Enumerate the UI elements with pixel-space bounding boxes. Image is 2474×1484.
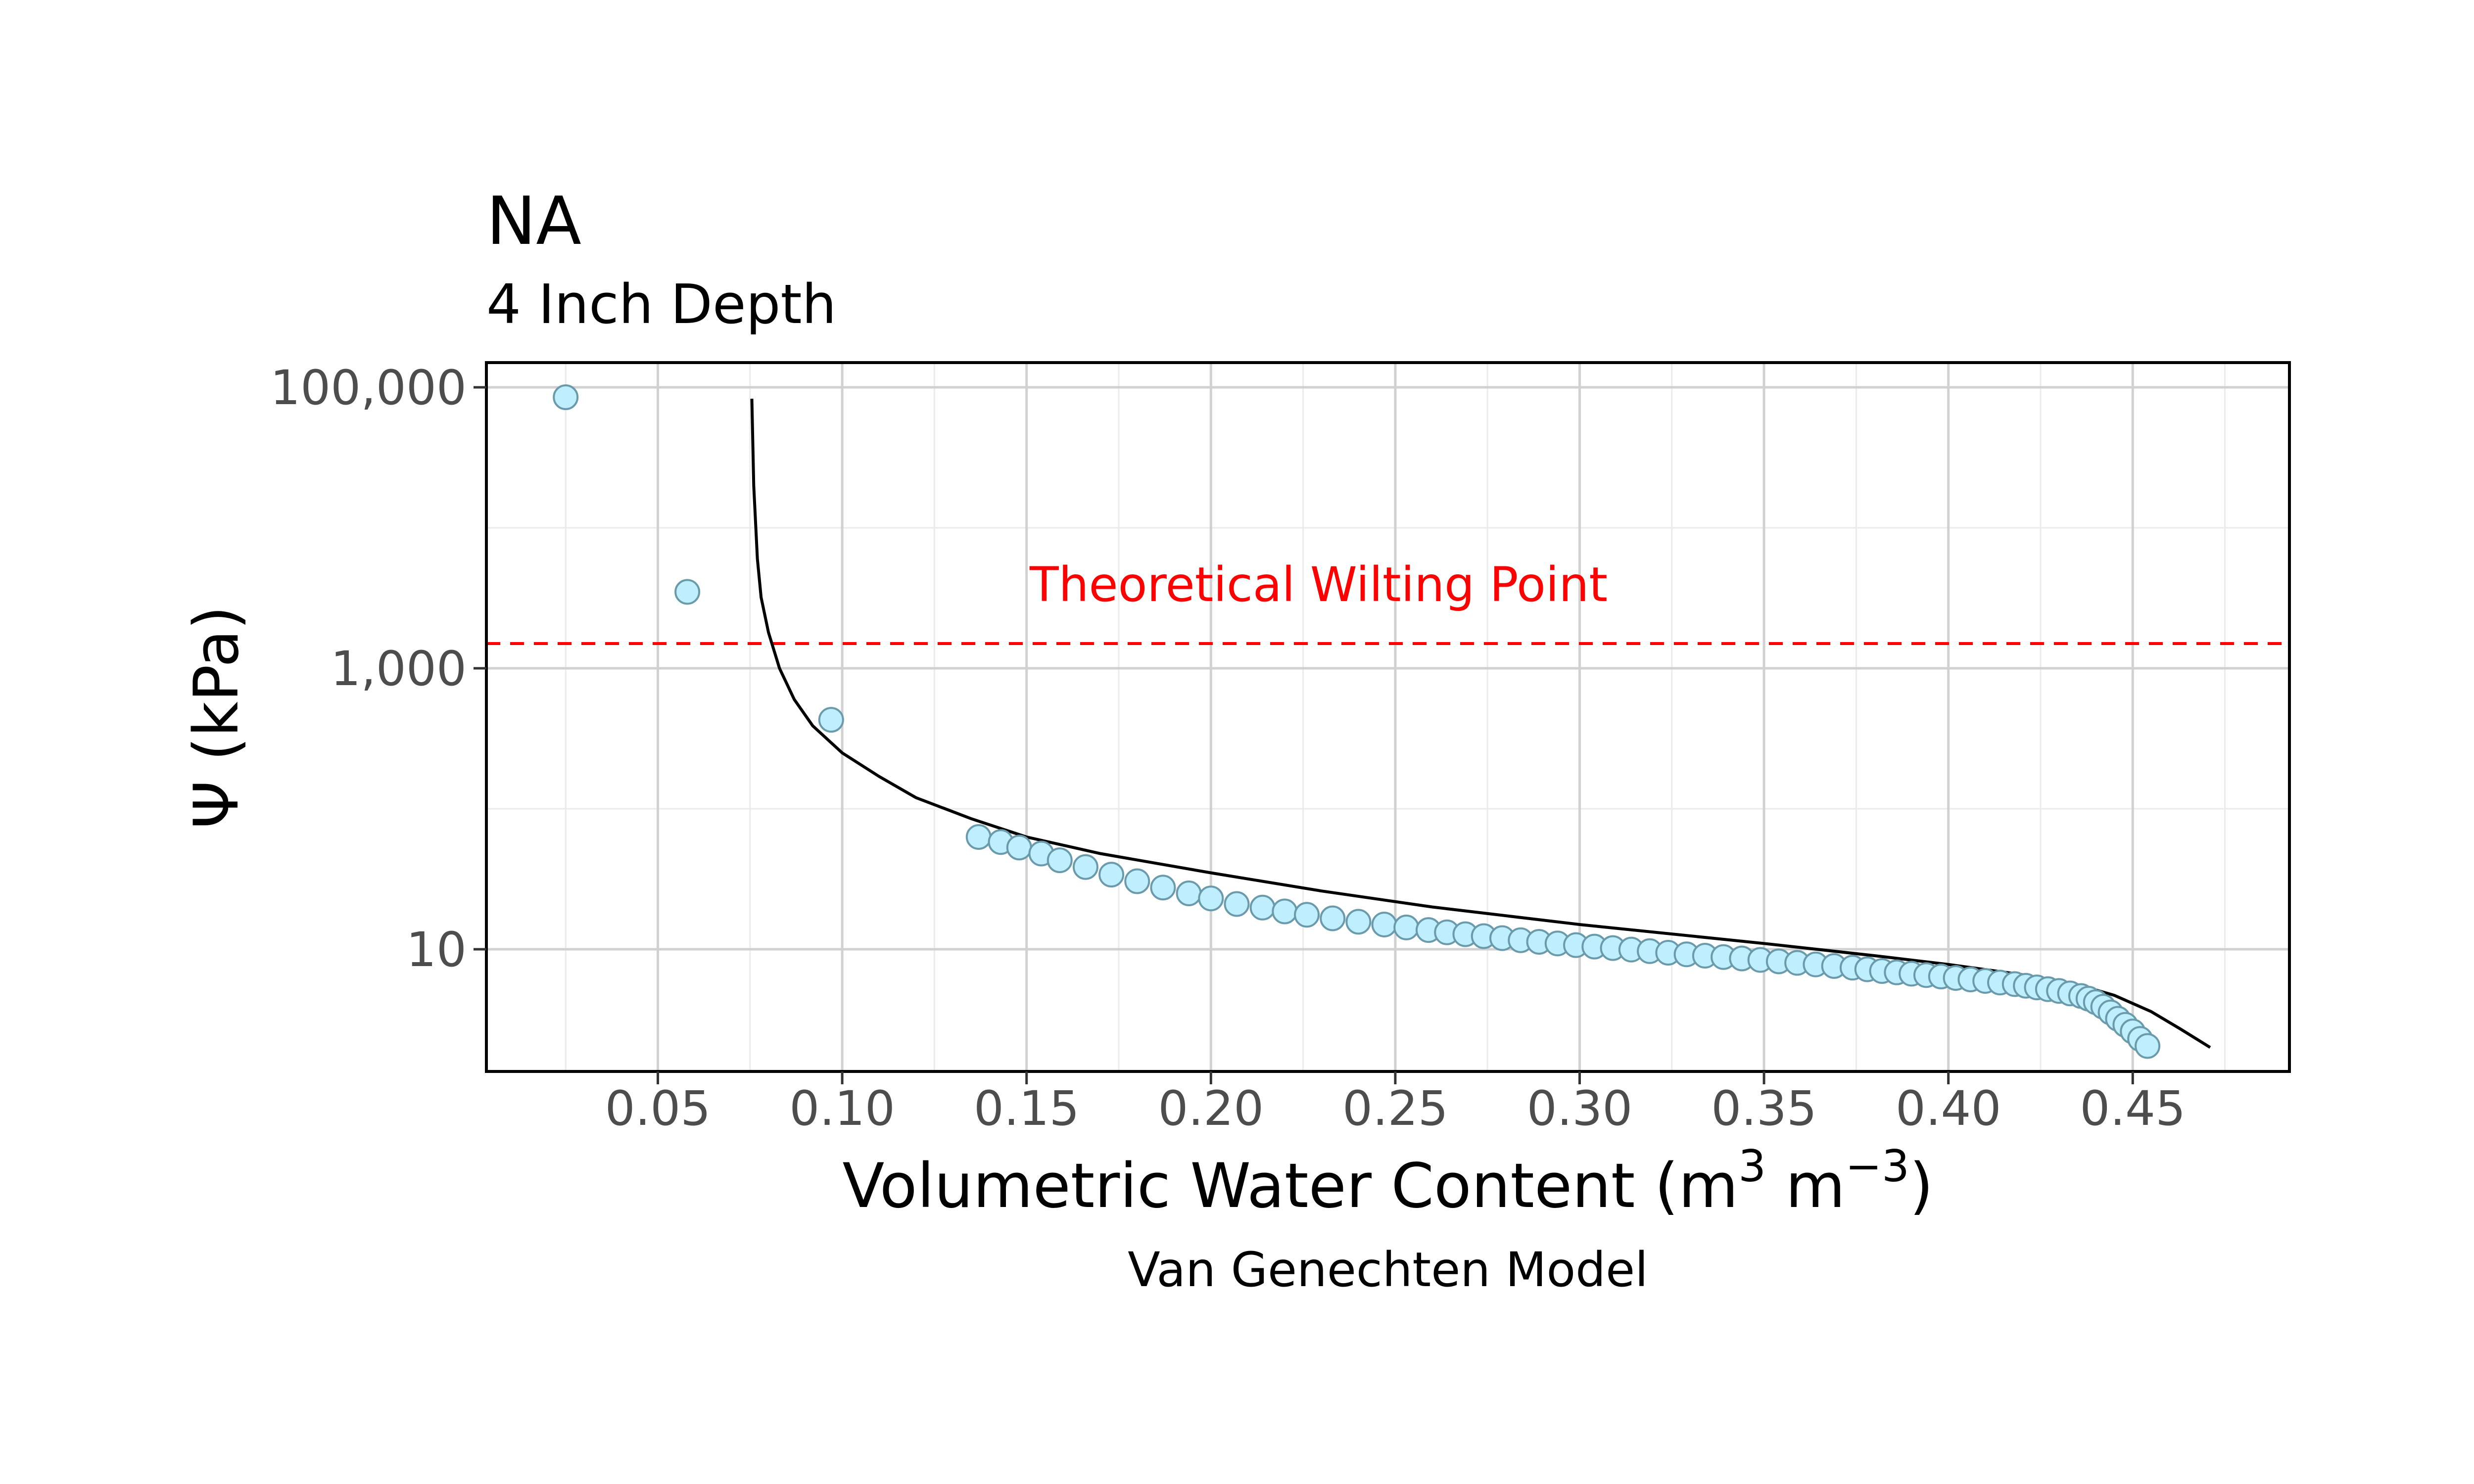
data-point	[1047, 847, 1073, 874]
y-tick-label: 10	[406, 922, 467, 977]
wilting-point-label: Theoretical Wilting Point	[1029, 557, 1608, 612]
data-point	[1224, 891, 1250, 917]
chart-subtitle: 4 Inch Depth	[486, 273, 836, 336]
chart-title: NA	[486, 183, 581, 260]
y-tick-label: 100,000	[270, 360, 467, 416]
x-axis-title: Volumetric Water Content (m3 m−3)	[843, 1141, 1934, 1222]
data-point	[1371, 912, 1397, 938]
data-point	[1345, 909, 1372, 935]
data-point	[1198, 885, 1224, 912]
data-point	[1098, 862, 1125, 888]
x-axis-title-exp-b: −3	[1845, 1141, 1909, 1192]
data-point	[1176, 880, 1202, 906]
y-axis-ticks: 10 1,000 100,000	[270, 360, 486, 977]
x-axis-title-mid: m	[1766, 1151, 1845, 1222]
x-axis-title-main: Volumetric Water Content (m	[843, 1151, 1739, 1222]
data-point	[1072, 854, 1098, 880]
x-tick-label: 0.40	[1896, 1081, 2001, 1136]
x-tick-label: 0.05	[605, 1081, 711, 1136]
data-point	[2135, 1033, 2161, 1059]
data-point	[1249, 894, 1276, 921]
data-point	[965, 824, 992, 850]
x-axis-ticks: 0.05 0.10 0.15 0.20 0.25 0.30 0.35 0.40 0.45	[605, 1071, 2186, 1136]
data-point	[674, 579, 701, 605]
observation-points	[553, 384, 2161, 1059]
x-axis-title-exp-a: 3	[1738, 1141, 1766, 1192]
grid-lines	[486, 363, 2289, 1071]
data-point	[553, 384, 579, 411]
x-tick-label: 0.35	[1711, 1081, 1817, 1136]
data-point	[818, 707, 844, 733]
data-point	[1124, 868, 1150, 894]
x-tick-label: 0.45	[2080, 1081, 2186, 1136]
chart-caption: Van Genechten Model	[1128, 1242, 1648, 1298]
y-axis-title: Ψ (kPa)	[181, 606, 252, 829]
x-axis-title-close: )	[1909, 1151, 1933, 1222]
y-tick-label: 1,000	[331, 641, 467, 696]
x-tick-label: 0.10	[789, 1081, 895, 1136]
data-point	[1320, 905, 1346, 931]
data-point	[1294, 902, 1320, 928]
x-tick-label: 0.25	[1342, 1081, 1448, 1136]
data-point	[1393, 914, 1420, 940]
x-tick-label: 0.20	[1158, 1081, 1264, 1136]
x-tick-label: 0.15	[974, 1081, 1080, 1136]
x-tick-label: 0.30	[1527, 1081, 1633, 1136]
data-point	[1272, 898, 1298, 925]
plot-panel-border	[485, 361, 2291, 1073]
data-point	[1006, 835, 1032, 861]
data-point	[1150, 875, 1176, 901]
